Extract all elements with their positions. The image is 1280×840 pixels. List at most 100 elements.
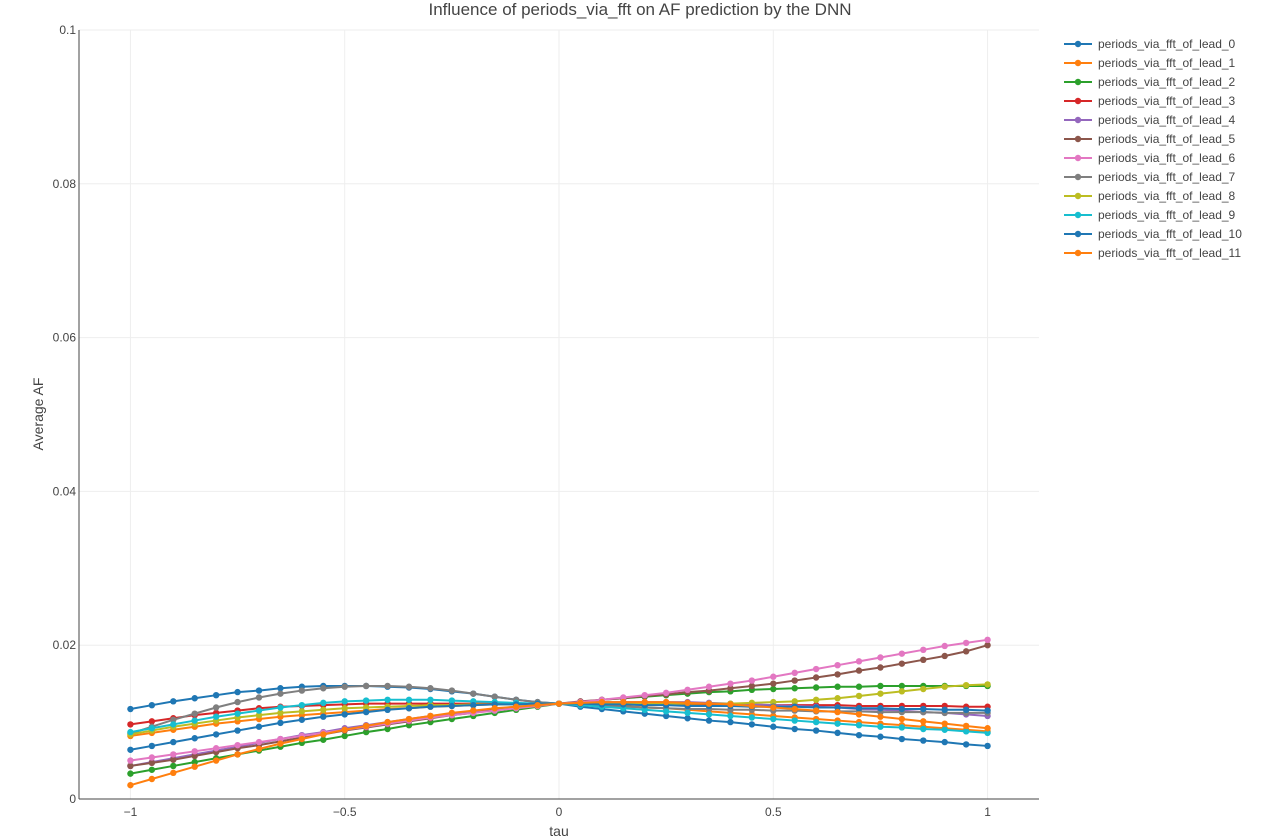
data-point[interactable]: [255, 738, 263, 746]
data-point[interactable]: [534, 701, 541, 709]
data-point[interactable]: [277, 685, 284, 692]
data-point[interactable]: [941, 720, 948, 727]
data-point[interactable]: [148, 754, 156, 761]
data-point[interactable]: [962, 681, 970, 689]
data-point[interactable]: [277, 735, 284, 743]
data-point[interactable]: [920, 656, 927, 664]
legend-item[interactable]: periods_via_fft_of_lead_7: [1064, 170, 1236, 184]
legend-item[interactable]: periods_via_fft_of_lead_1: [1064, 56, 1236, 70]
data-point[interactable]: [984, 681, 991, 688]
data-point[interactable]: [298, 708, 306, 715]
data-point[interactable]: [770, 715, 777, 723]
data-point[interactable]: [920, 646, 927, 654]
data-point[interactable]: [748, 714, 756, 721]
data-point[interactable]: [191, 763, 198, 770]
data-point[interactable]: [277, 704, 284, 711]
data-point[interactable]: [320, 731, 327, 738]
data-point[interactable]: [362, 697, 370, 704]
data-point[interactable]: [898, 724, 906, 731]
data-point[interactable]: [727, 685, 734, 692]
data-point[interactable]: [555, 700, 563, 707]
data-point[interactable]: [255, 694, 263, 701]
legend-item[interactable]: periods_via_fft_of_lead_0: [1064, 37, 1236, 51]
data-point[interactable]: [277, 709, 284, 717]
data-point[interactable]: [877, 682, 884, 690]
data-point[interactable]: [855, 731, 863, 739]
data-point[interactable]: [770, 698, 777, 706]
data-point[interactable]: [320, 713, 327, 720]
data-point[interactable]: [577, 699, 584, 707]
data-point[interactable]: [834, 720, 841, 727]
data-point[interactable]: [962, 728, 970, 735]
data-point[interactable]: [641, 698, 648, 706]
data-point[interactable]: [170, 738, 177, 746]
data-point[interactable]: [191, 758, 198, 766]
data-point[interactable]: [427, 685, 434, 692]
data-point[interactable]: [448, 709, 456, 717]
data-point[interactable]: [448, 687, 456, 694]
data-point[interactable]: [362, 728, 370, 736]
data-point[interactable]: [962, 741, 970, 748]
data-point[interactable]: [984, 642, 991, 649]
data-point[interactable]: [834, 704, 841, 711]
data-point[interactable]: [770, 680, 777, 687]
data-point[interactable]: [920, 685, 927, 693]
data-point[interactable]: [470, 690, 477, 697]
data-point[interactable]: [791, 705, 798, 713]
data-point[interactable]: [298, 716, 306, 723]
data-point[interactable]: [298, 735, 306, 743]
data-point[interactable]: [620, 698, 627, 706]
legend-item[interactable]: periods_via_fft_of_lead_9: [1064, 208, 1236, 222]
data-point[interactable]: [127, 746, 134, 753]
data-point[interactable]: [662, 712, 670, 720]
data-point[interactable]: [384, 725, 391, 733]
data-point[interactable]: [962, 722, 970, 730]
data-point[interactable]: [748, 682, 756, 690]
data-point[interactable]: [962, 648, 970, 655]
data-point[interactable]: [705, 711, 713, 718]
data-point[interactable]: [641, 691, 648, 699]
data-point[interactable]: [170, 769, 177, 777]
data-point[interactable]: [855, 705, 863, 712]
data-point[interactable]: [855, 683, 863, 690]
data-point[interactable]: [898, 735, 906, 743]
data-point[interactable]: [898, 650, 906, 657]
data-point[interactable]: [255, 745, 263, 753]
data-point[interactable]: [191, 695, 198, 702]
data-point[interactable]: [898, 688, 906, 695]
data-point[interactable]: [170, 698, 177, 705]
data-point[interactable]: [127, 781, 134, 789]
data-point[interactable]: [962, 639, 970, 647]
data-point[interactable]: [127, 721, 134, 728]
data-point[interactable]: [662, 698, 670, 706]
data-point[interactable]: [791, 677, 798, 684]
data-point[interactable]: [941, 726, 948, 733]
data-point[interactable]: [362, 704, 370, 711]
data-point[interactable]: [255, 707, 263, 714]
data-point[interactable]: [491, 705, 498, 712]
data-point[interactable]: [898, 682, 906, 690]
data-point[interactable]: [170, 716, 177, 723]
data-point[interactable]: [127, 728, 134, 736]
data-point[interactable]: [448, 697, 456, 704]
data-point[interactable]: [427, 712, 434, 720]
data-point[interactable]: [170, 751, 177, 758]
data-point[interactable]: [127, 762, 134, 770]
data-point[interactable]: [405, 696, 413, 703]
data-point[interactable]: [127, 770, 134, 777]
data-point[interactable]: [320, 699, 327, 707]
data-point[interactable]: [705, 700, 713, 707]
data-point[interactable]: [684, 709, 691, 717]
data-point[interactable]: [362, 708, 370, 716]
data-point[interactable]: [877, 664, 884, 671]
data-point[interactable]: [855, 667, 863, 674]
legend[interactable]: periods_via_fft_of_lead_0 periods_via_fft…: [1064, 37, 1242, 260]
data-point[interactable]: [470, 707, 477, 714]
data-point[interactable]: [791, 698, 798, 705]
data-point[interactable]: [748, 721, 756, 728]
data-point[interactable]: [234, 688, 241, 696]
data-point[interactable]: [298, 701, 306, 709]
data-point[interactable]: [234, 751, 241, 758]
data-point[interactable]: [877, 690, 884, 697]
data-point[interactable]: [255, 711, 263, 719]
